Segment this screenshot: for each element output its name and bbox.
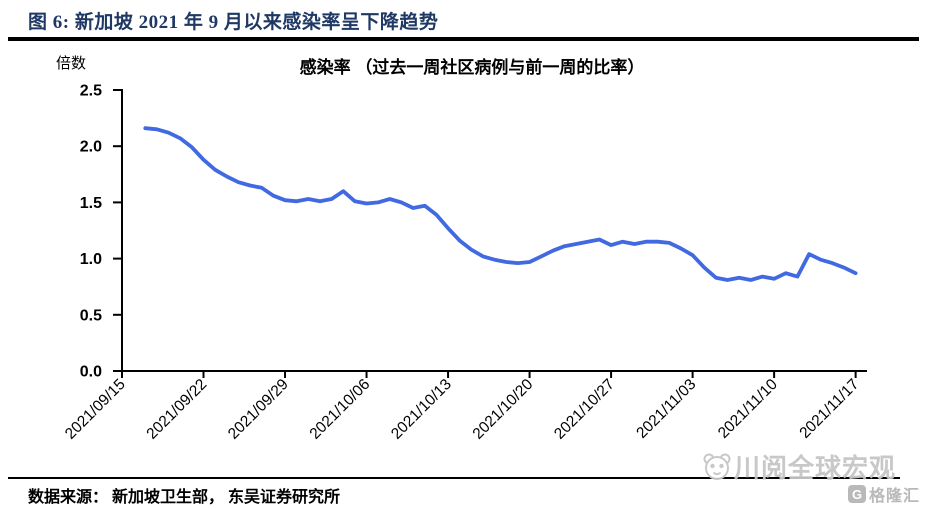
gelonghui-watermark: G 格隆汇 bbox=[848, 482, 920, 506]
figure-title: 图 6: 新加坡 2021 年 9 月以来感染率呈下降趋势 bbox=[28, 12, 439, 33]
x-tick-label: 2021/10/06 bbox=[306, 376, 373, 443]
brand-watermark: 川阅全球宏观 bbox=[700, 448, 896, 485]
x-tick-label: 2021/10/13 bbox=[388, 376, 455, 443]
y-tick-label: 1.5 bbox=[80, 195, 102, 212]
infection-rate-line bbox=[143, 126, 858, 282]
data-source-text: 数据来源： 新加坡卫生部， 东吴证券研究所 bbox=[28, 489, 341, 506]
y-tick-label: 0.0 bbox=[80, 364, 102, 381]
y-tick-label: 0.5 bbox=[80, 307, 102, 324]
gelonghui-logo-icon: G bbox=[848, 485, 866, 503]
x-tick-label: 2021/10/27 bbox=[551, 376, 618, 443]
gelonghui-watermark-text: 格隆汇 bbox=[869, 488, 921, 505]
brand-watermark-text: 川阅全球宏观 bbox=[734, 453, 897, 483]
x-tick-label: 2021/09/22 bbox=[143, 376, 210, 443]
x-tick-label: 2021/11/10 bbox=[715, 376, 781, 442]
title-divider-rule bbox=[8, 37, 919, 41]
x-tick-label: 2021/11/03 bbox=[633, 376, 699, 442]
y-tick-label: 2.5 bbox=[80, 83, 102, 100]
x-tick-label: 2021/10/20 bbox=[470, 376, 537, 443]
y-tick-label: 2.0 bbox=[80, 139, 102, 156]
panda-logo-icon bbox=[703, 453, 731, 480]
x-tick-label: 2021/09/15 bbox=[62, 376, 129, 443]
x-tick-label: 2021/11/17 bbox=[796, 376, 862, 442]
x-tick-label: 2021/09/29 bbox=[225, 376, 292, 443]
y-tick-label: 1.0 bbox=[80, 251, 102, 268]
chart-title: 感染率 （过去一周社区病例与前一周的比率） bbox=[299, 58, 645, 77]
footer-divider-rule bbox=[8, 477, 900, 479]
y-axis-unit-label: 倍数 bbox=[56, 55, 87, 72]
